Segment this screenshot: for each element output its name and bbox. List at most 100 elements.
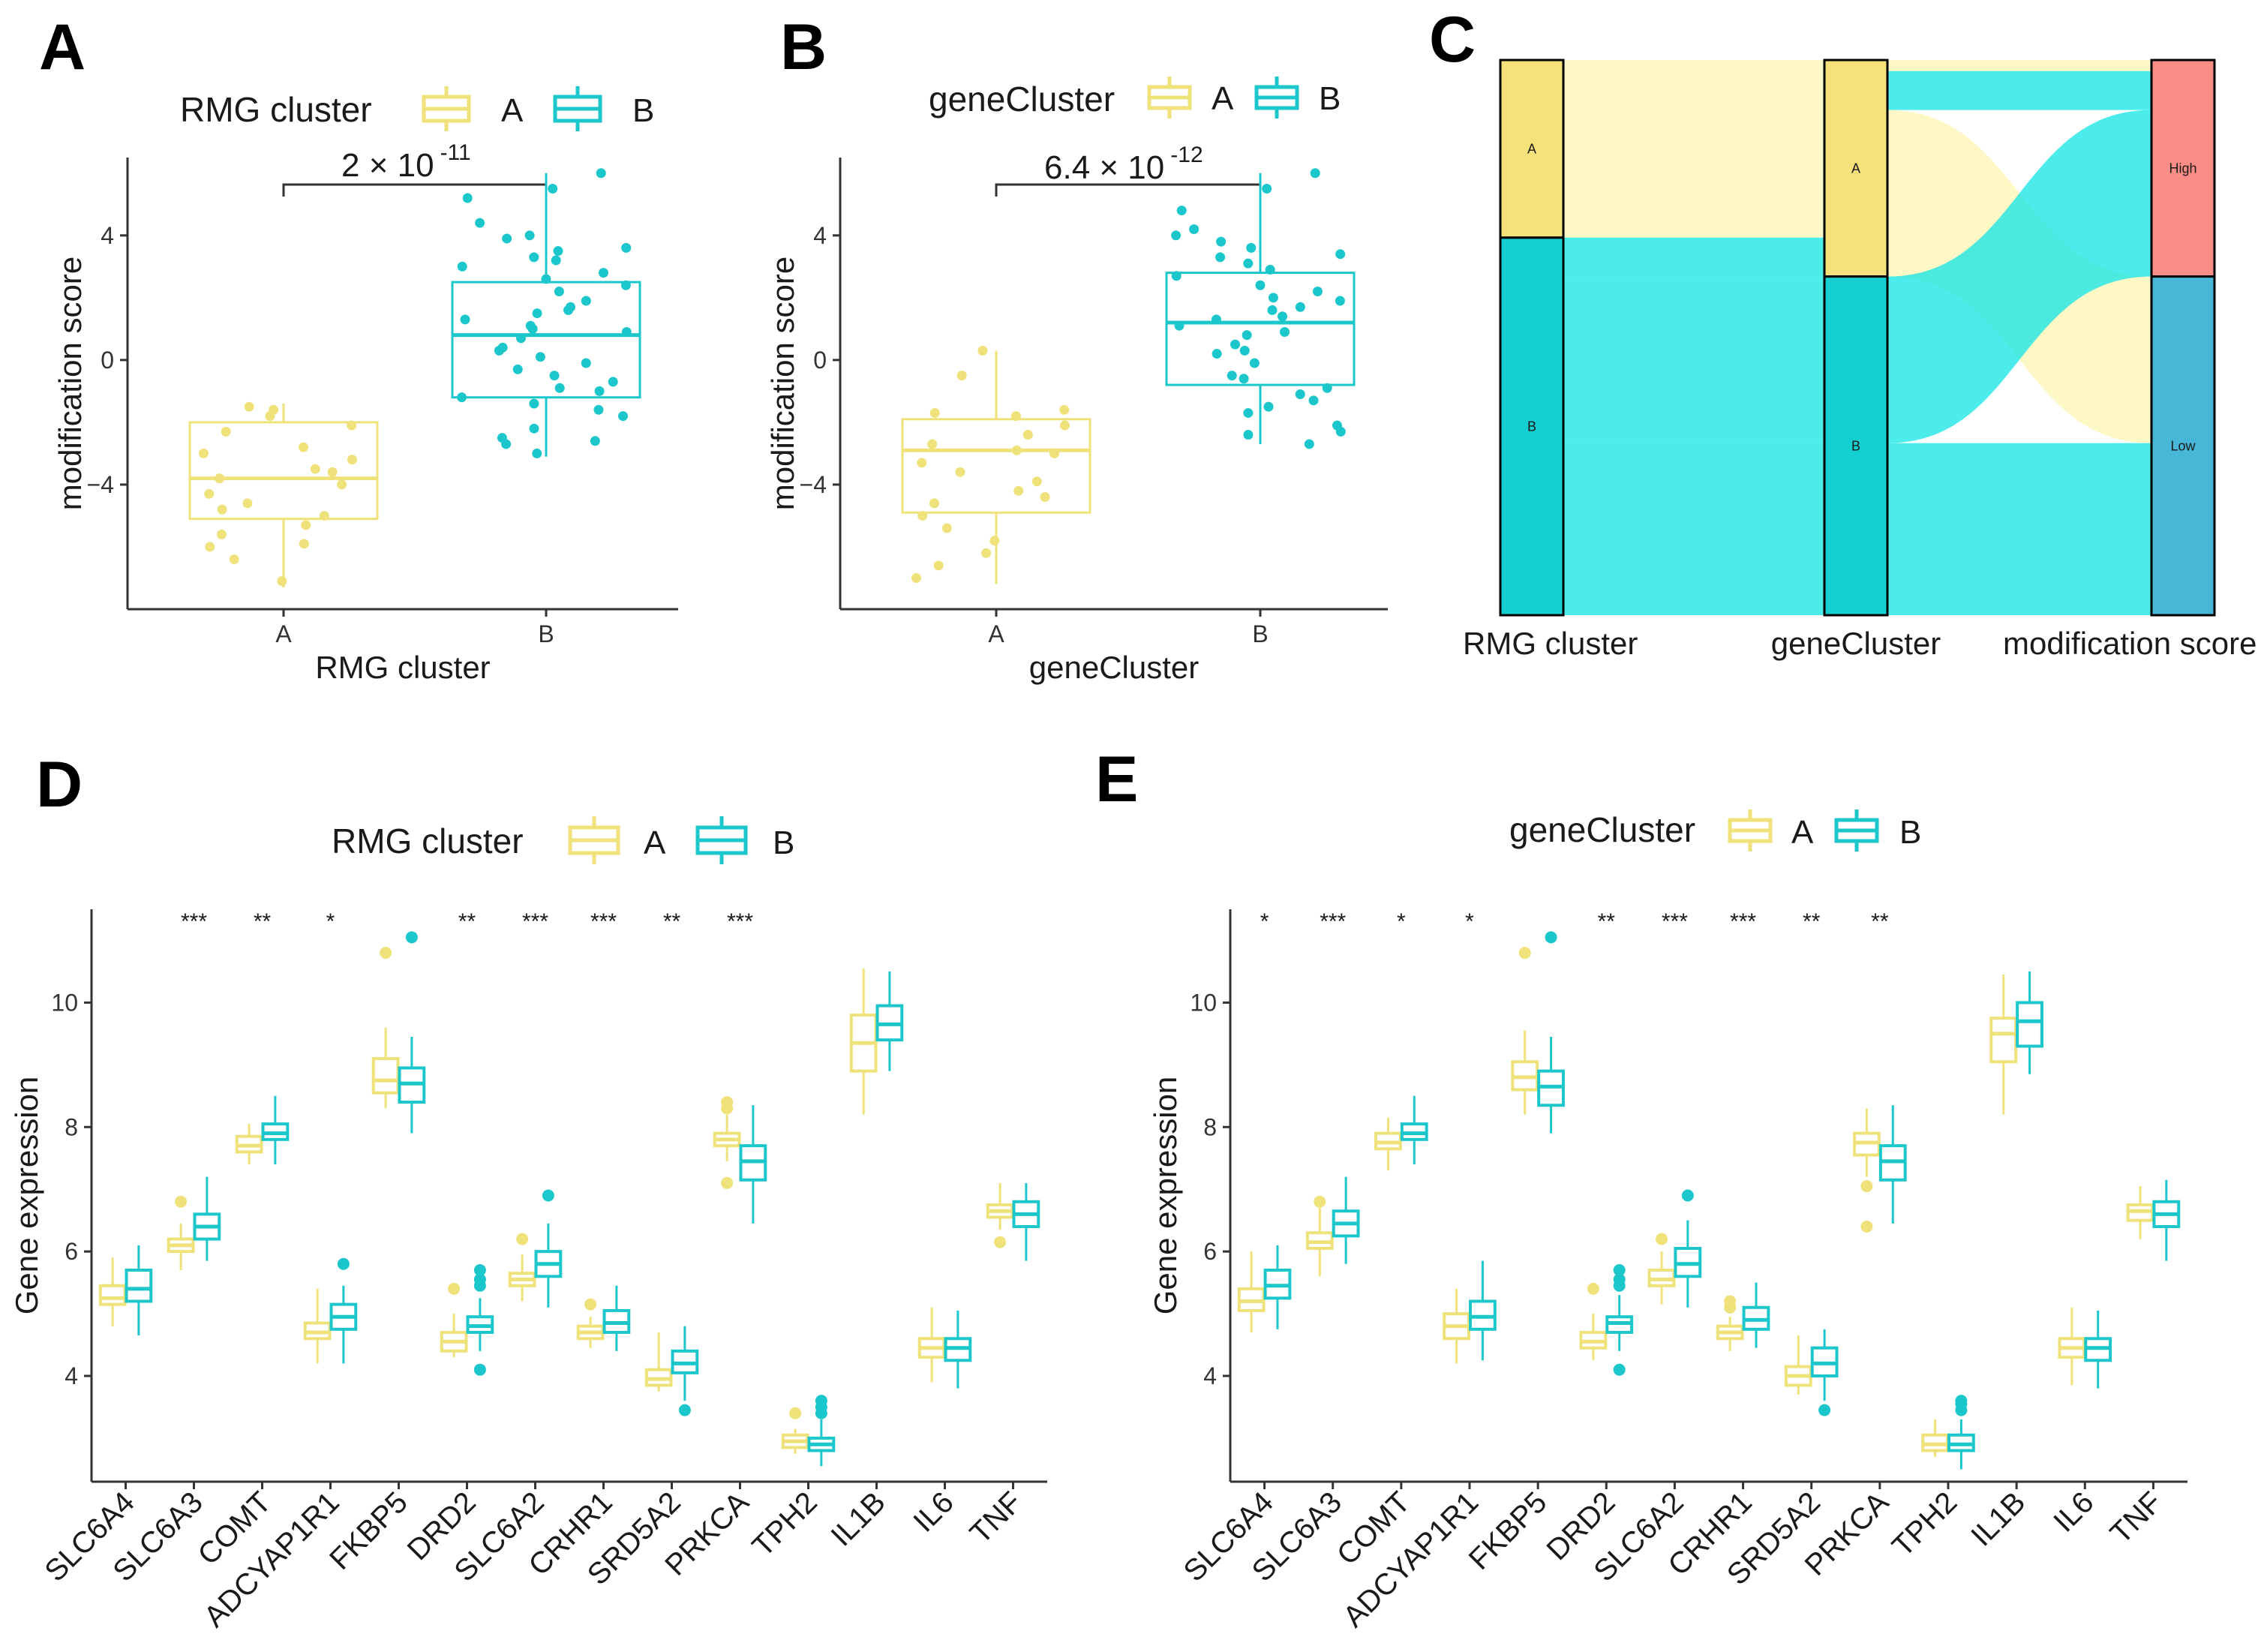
y-tick-label: 4 (65, 1362, 78, 1389)
data-point (1304, 439, 1314, 449)
legend-label-a-b: B (632, 92, 654, 129)
data-point (1268, 293, 1278, 303)
legend-title-d: RMG cluster (332, 821, 524, 861)
data-point (229, 554, 239, 565)
gene-label: FKBP5 (323, 1485, 414, 1576)
x-tick-label: A (988, 620, 1004, 647)
data-point (1310, 168, 1320, 179)
significance-label: * (1397, 909, 1406, 934)
data-point (941, 523, 952, 533)
data-point (524, 230, 535, 241)
outlier-point (1955, 1395, 1968, 1407)
outlier-point (405, 931, 418, 944)
data-point (981, 548, 992, 558)
significance-label: ** (1871, 909, 1889, 934)
significance-label: *** (522, 909, 548, 934)
data-point (1230, 339, 1241, 350)
data-point (1216, 236, 1227, 247)
axis-label: geneCluster (1771, 626, 1941, 661)
panel-letter-a: A (39, 11, 86, 83)
y-tick-label: −4 (800, 471, 827, 498)
flow-rmg-to-gene (1563, 443, 1824, 615)
data-point (1171, 230, 1182, 241)
y-tick-label: 0 (101, 347, 114, 374)
x-tick-label: A (275, 620, 292, 647)
data-point (347, 455, 357, 465)
data-point (494, 345, 504, 356)
data-point (299, 539, 309, 549)
box-fkbp5-a (371, 1057, 400, 1095)
outlier-point (473, 1273, 486, 1286)
gene-label: TPH2 (746, 1485, 823, 1563)
legend-title-a: RMG cluster (180, 90, 372, 129)
data-point (298, 442, 308, 452)
data-point (535, 352, 545, 362)
data-point (347, 420, 357, 431)
data-point (1239, 345, 1250, 356)
data-point (1263, 401, 1274, 412)
stratum-label: High (2169, 161, 2196, 176)
data-point (1295, 389, 1305, 400)
data-point (516, 333, 527, 344)
data-point (221, 426, 231, 437)
gene-label: FKBP5 (1463, 1485, 1554, 1576)
y-tick-label: 0 (813, 347, 827, 374)
panel-letter-b: B (780, 11, 827, 83)
outlier-point (1613, 1273, 1626, 1286)
data-point (620, 280, 631, 290)
pvalue-a: 2 × 10 -11 (341, 140, 471, 184)
significance-label: *** (590, 909, 617, 934)
outlier-point (337, 1257, 350, 1270)
box-a (901, 418, 1091, 514)
stratum-a (1823, 59, 1889, 278)
data-point (621, 242, 632, 253)
data-point (1335, 296, 1345, 306)
data-point (1335, 426, 1346, 437)
data-point (1262, 184, 1272, 194)
data-point (1013, 485, 1024, 496)
significance-label: ** (458, 909, 476, 934)
x-axis-title: geneCluster (1029, 650, 1199, 685)
legend-label-a-a: A (501, 92, 524, 129)
data-point (216, 529, 227, 539)
outlier-point (1518, 947, 1531, 960)
data-point (1312, 287, 1323, 297)
outlier-point (1314, 1195, 1326, 1208)
data-point (327, 467, 338, 477)
pvalue-bracket-b (995, 183, 1262, 197)
gene-label: TNF (964, 1485, 1028, 1550)
legend-key-e-a (1728, 809, 1773, 852)
data-point (1189, 224, 1200, 234)
y-axis-title: Gene expression (9, 1077, 44, 1315)
data-point (1243, 430, 1254, 440)
data-point (301, 520, 311, 530)
gene-label: TNF (2104, 1485, 2169, 1550)
panel-letter-d: D (36, 749, 83, 821)
data-point (1243, 407, 1254, 418)
box-il1b-b (2016, 1001, 2043, 1048)
legend-key-a-b (553, 86, 602, 131)
y-tick-label: 8 (65, 1113, 78, 1140)
legend-label-e-a: A (1791, 814, 1814, 851)
flow-gene-to-score (1887, 71, 2151, 110)
data-point (198, 448, 209, 458)
significance-label: * (1260, 909, 1269, 934)
legend-key-a-a (422, 86, 471, 131)
data-point (457, 261, 467, 272)
y-tick-label: 6 (65, 1238, 78, 1265)
significance-label: *** (1730, 909, 1756, 934)
data-point (554, 287, 564, 297)
data-point (502, 233, 512, 244)
panel-letter-e: E (1095, 743, 1138, 815)
data-point (554, 383, 565, 393)
legend-key-e-b (1834, 809, 1879, 852)
stratum-label: A (1527, 141, 1536, 156)
significance-label: *** (181, 909, 207, 934)
data-point (911, 572, 921, 583)
data-point (553, 246, 563, 257)
legend-title-e: geneCluster (1509, 810, 1695, 849)
flow-rmg-to-gene (1563, 60, 1824, 71)
data-point (319, 510, 329, 521)
plot-c: A B A B High Low RMG cluster geneCluster modific… (1463, 59, 2256, 661)
